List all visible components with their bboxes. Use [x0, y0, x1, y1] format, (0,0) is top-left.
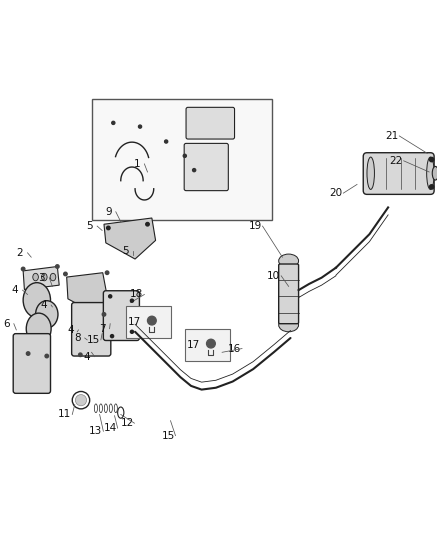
Text: 19: 19 [248, 221, 261, 231]
Circle shape [193, 168, 196, 172]
Text: 9: 9 [105, 207, 112, 217]
Ellipse shape [26, 313, 51, 344]
Circle shape [102, 313, 106, 316]
Ellipse shape [279, 318, 299, 332]
Text: 5: 5 [123, 246, 129, 256]
Circle shape [430, 185, 434, 189]
Circle shape [56, 265, 59, 268]
Text: 15: 15 [87, 335, 100, 345]
Text: 4: 4 [68, 325, 74, 335]
Text: 8: 8 [74, 333, 81, 343]
Ellipse shape [50, 273, 56, 281]
Polygon shape [23, 266, 59, 289]
Text: 4: 4 [84, 352, 91, 362]
Text: 1: 1 [134, 159, 140, 169]
Circle shape [131, 299, 134, 302]
Text: 18: 18 [130, 289, 144, 300]
Ellipse shape [42, 273, 47, 281]
Text: 4: 4 [40, 300, 47, 310]
Text: 12: 12 [120, 418, 134, 428]
Circle shape [106, 271, 109, 274]
Circle shape [148, 316, 156, 325]
Bar [185, 329, 230, 361]
Circle shape [165, 140, 168, 143]
Text: 7: 7 [99, 324, 106, 334]
Text: 16: 16 [228, 344, 241, 353]
Ellipse shape [33, 273, 39, 281]
Circle shape [138, 125, 141, 128]
FancyBboxPatch shape [279, 264, 299, 324]
FancyBboxPatch shape [184, 143, 228, 191]
FancyBboxPatch shape [363, 153, 434, 195]
Text: 11: 11 [58, 409, 71, 419]
Circle shape [146, 222, 149, 226]
Text: 17: 17 [187, 340, 200, 350]
Ellipse shape [432, 166, 438, 180]
Text: 17: 17 [128, 317, 141, 327]
Circle shape [112, 122, 115, 124]
Text: 22: 22 [389, 156, 403, 166]
Text: 20: 20 [329, 188, 343, 198]
Polygon shape [67, 273, 107, 314]
Text: 4: 4 [12, 285, 18, 295]
Circle shape [26, 352, 30, 356]
Text: 15: 15 [161, 431, 175, 441]
Circle shape [106, 226, 110, 230]
Text: 13: 13 [89, 426, 102, 437]
Ellipse shape [35, 301, 58, 328]
Ellipse shape [427, 157, 434, 189]
Ellipse shape [23, 282, 50, 318]
Circle shape [78, 353, 82, 357]
Ellipse shape [367, 157, 374, 189]
Text: 14: 14 [103, 423, 117, 433]
FancyBboxPatch shape [13, 334, 50, 393]
Text: 2: 2 [17, 248, 23, 258]
Text: 5: 5 [86, 221, 93, 231]
FancyBboxPatch shape [103, 290, 139, 341]
Text: 10: 10 [267, 271, 280, 281]
Circle shape [131, 330, 134, 333]
Circle shape [430, 157, 434, 161]
Ellipse shape [75, 394, 87, 406]
Circle shape [64, 272, 67, 276]
Circle shape [21, 267, 25, 271]
Circle shape [110, 335, 113, 338]
Ellipse shape [279, 254, 299, 268]
Circle shape [45, 354, 49, 358]
FancyBboxPatch shape [72, 303, 111, 356]
Circle shape [207, 339, 215, 348]
Text: 6: 6 [3, 319, 10, 329]
Bar [126, 305, 170, 338]
FancyBboxPatch shape [186, 107, 234, 139]
Circle shape [183, 154, 186, 157]
Bar [92, 99, 272, 220]
Polygon shape [104, 218, 155, 259]
Text: 21: 21 [385, 131, 399, 141]
Circle shape [109, 295, 112, 298]
Text: 3: 3 [39, 273, 45, 282]
